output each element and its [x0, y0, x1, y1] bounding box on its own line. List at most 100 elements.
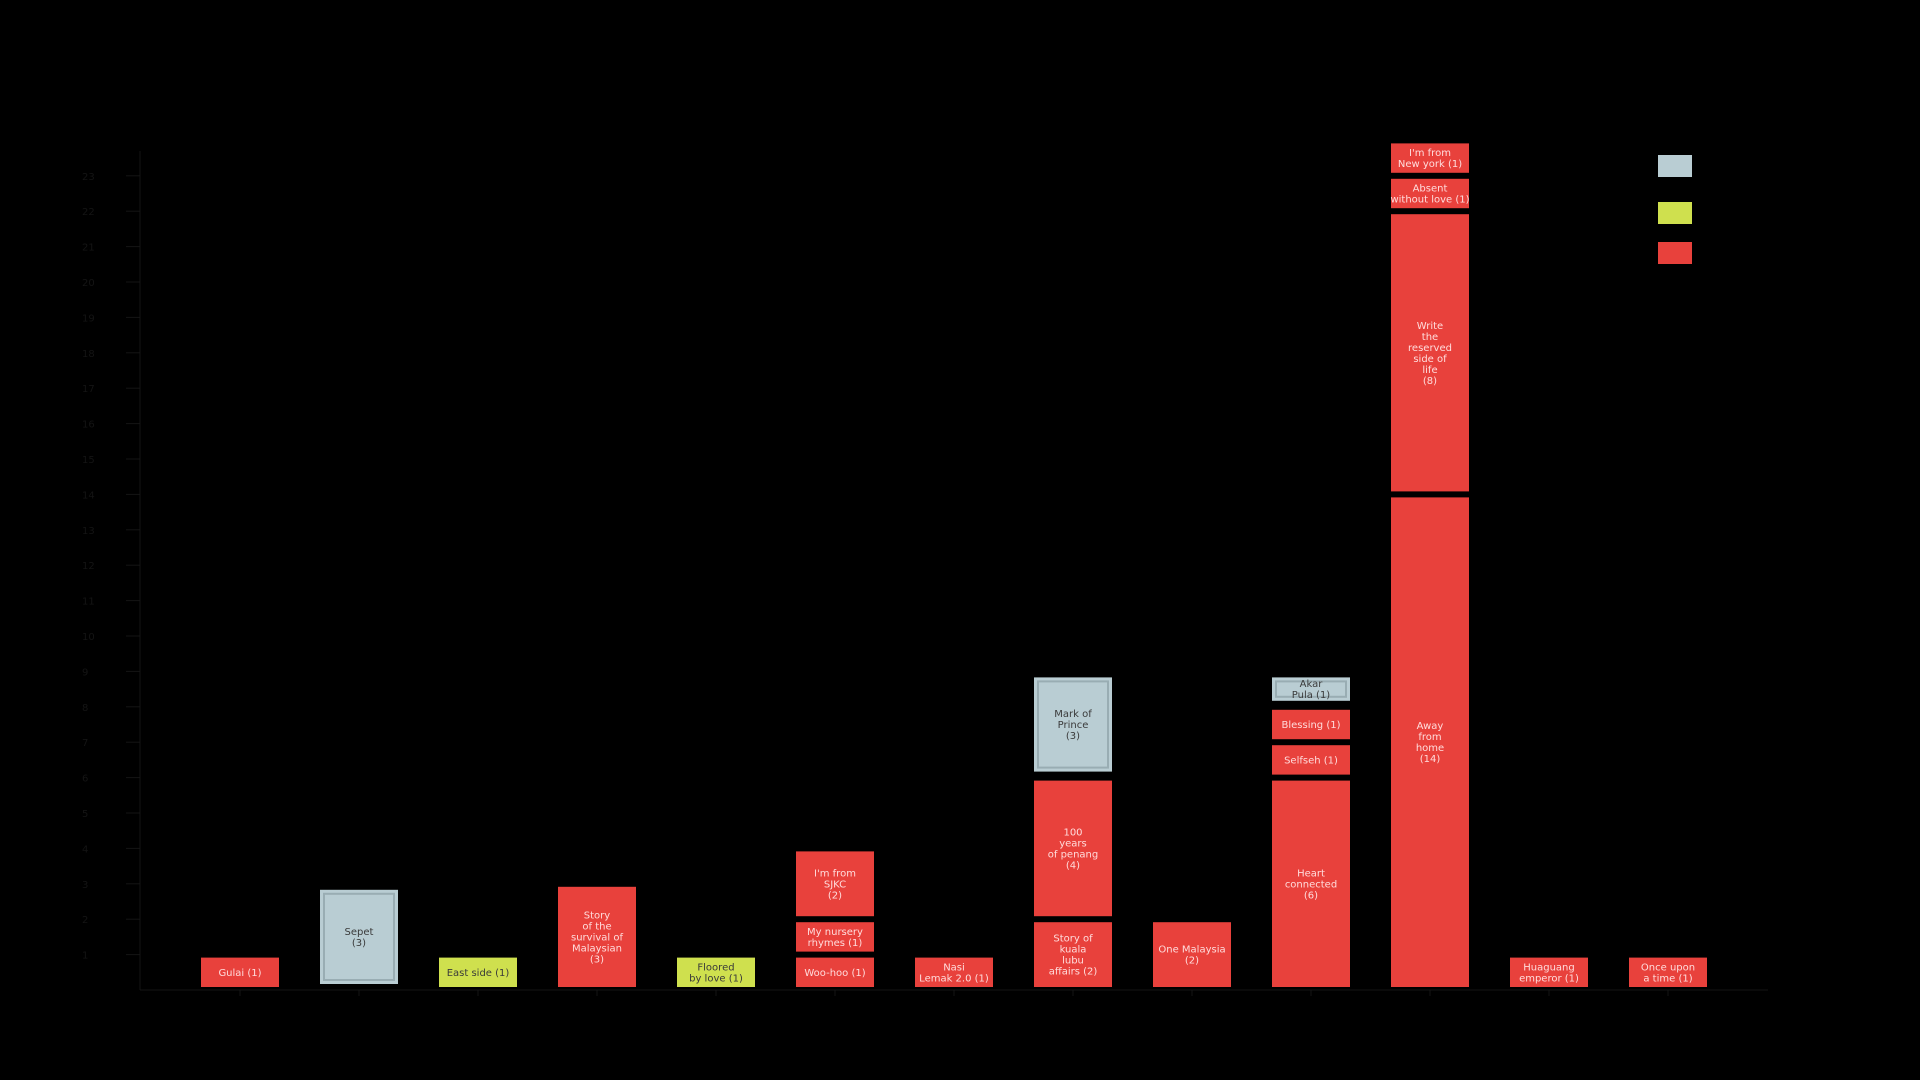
- y-tick-label: 23: [82, 172, 95, 183]
- legend-item-red: [1658, 242, 1692, 264]
- bar-frame: [1275, 680, 1347, 698]
- y-tick-label: 1: [82, 951, 88, 962]
- bar-frame: [323, 892, 395, 981]
- bar-segment: One Malaysia (2): [1153, 922, 1231, 987]
- y-tick-label: 22: [82, 207, 95, 218]
- y-tick-label: 7: [82, 738, 88, 749]
- bar-label: Sepet (3): [345, 927, 374, 949]
- y-tick-label: 4: [82, 844, 88, 855]
- y-tick-label: 21: [82, 243, 95, 254]
- bar-label: Mark of Prince (3): [1054, 709, 1092, 742]
- bar-label: Gulai (1): [218, 968, 261, 979]
- bar-label: One Malaysia (2): [1158, 945, 1225, 967]
- bar-label: Akar Pula (1): [1292, 679, 1331, 701]
- bar-segment: Absent without love (1): [1390, 178, 1470, 209]
- bar-label: Selfseh (1): [1284, 755, 1338, 766]
- bar-segment: Gulai (1): [201, 957, 279, 987]
- y-tick-label: 12: [82, 561, 95, 572]
- y-tick-label: 19: [82, 313, 95, 324]
- bar-segment: Once upon a time (1): [1629, 957, 1707, 987]
- bar-segment: East side (1): [439, 957, 517, 987]
- bar-rect: [1391, 178, 1469, 209]
- y-tick-label: 8: [82, 703, 88, 714]
- bar-segment: Sepet (3): [320, 889, 398, 984]
- bar-segment: Floored by love (1): [677, 957, 755, 987]
- bar-rect: [1034, 922, 1112, 987]
- bar-segment: Huaguang emperor (1): [1510, 957, 1588, 987]
- bar-rect: [1629, 957, 1707, 987]
- bar-segment: Mark of Prince (3): [1034, 677, 1112, 772]
- y-tick-label: 2: [82, 915, 88, 926]
- bar-segment: Story of kuala lubu affairs (2): [1034, 922, 1112, 987]
- bar-rect: [1272, 709, 1350, 740]
- y-tick-label: 9: [82, 667, 88, 678]
- bar-label: My nursery rhymes (1): [807, 927, 863, 949]
- y-tick-label: 18: [82, 349, 95, 360]
- bar-segment: Story of the survival of Malaysian (3): [558, 886, 636, 987]
- bar-label: I'm from SJKC (2): [814, 868, 856, 901]
- y-tick-label: 6: [82, 774, 88, 785]
- bar-label: Heart connected (6): [1285, 868, 1337, 901]
- bar-label: Away from home (14): [1416, 721, 1444, 765]
- legend-item-grey: [1658, 155, 1692, 177]
- bar-rect: [796, 851, 874, 917]
- bar-label: Woo-hoo (1): [804, 968, 865, 979]
- bar-rect: [201, 957, 279, 987]
- y-tick-label: 17: [82, 384, 95, 395]
- bar-label: Story of the survival of Malaysian (3): [571, 910, 623, 965]
- bar-segment: I'm from New york (1): [1391, 143, 1469, 173]
- y-tick-label: 5: [82, 809, 88, 820]
- bar-segment: My nursery rhymes (1): [796, 922, 874, 952]
- bar-rect: [1153, 922, 1231, 987]
- bar-label: Floored by love (1): [689, 962, 743, 984]
- bar-label: Once upon a time (1): [1641, 962, 1695, 984]
- y-tick-label: 11: [82, 597, 95, 608]
- bar-label: Blessing (1): [1281, 720, 1340, 731]
- bar-segment: I'm from SJKC (2): [796, 851, 874, 917]
- y-tick-label: 15: [82, 455, 95, 466]
- bar-label: Nasi Lemak 2.0 (1): [919, 962, 989, 984]
- bar-segment: Akar Pula (1): [1272, 677, 1350, 701]
- bar-segment: Selfseh (1): [1272, 745, 1350, 775]
- y-tick-label: 3: [82, 880, 88, 891]
- bar-label: Huaguang emperor (1): [1519, 962, 1579, 984]
- bar-label: 100 years of penang (4): [1048, 827, 1098, 871]
- bar-segment: Heart connected (6): [1272, 780, 1350, 987]
- bar-rect: [558, 886, 636, 987]
- bar-rect: [1391, 214, 1469, 492]
- bar-segment: Write the reserved side of life (8): [1391, 214, 1469, 492]
- bar-rect: [915, 957, 993, 987]
- legend-swatch: [1658, 202, 1692, 224]
- bar-label: Write the reserved side of life (8): [1408, 321, 1452, 387]
- bar-rect: [320, 889, 398, 984]
- bar-segment: Away from home (14): [1391, 497, 1469, 987]
- bar-segment: 100 years of penang (4): [1034, 780, 1112, 917]
- bar-rect: [1391, 143, 1469, 173]
- legend-swatch: [1658, 242, 1692, 264]
- bar-label: East side (1): [447, 968, 510, 979]
- legend: [1658, 155, 1692, 264]
- bar-rect: [1272, 745, 1350, 775]
- y-tick-label: 20: [82, 278, 95, 289]
- bar-segment: Nasi Lemak 2.0 (1): [915, 957, 993, 987]
- bar-segment: Blessing (1): [1272, 709, 1350, 740]
- bar-rect: [1034, 780, 1112, 917]
- bar-rect: [1391, 497, 1469, 987]
- bar-label: Story of kuala lubu affairs (2): [1049, 934, 1098, 978]
- legend-swatch: [1658, 155, 1692, 177]
- bar-segment: Woo-hoo (1): [796, 957, 874, 987]
- bar-rect: [439, 957, 517, 987]
- bar-rect: [677, 957, 755, 987]
- bar-rect: [1272, 780, 1350, 987]
- bar-rect: [796, 957, 874, 987]
- bar-rect: [1034, 677, 1112, 772]
- bar-label: I'm from New york (1): [1398, 148, 1462, 170]
- bar-rect: [1272, 677, 1350, 701]
- legend-item-yellow: [1658, 202, 1692, 224]
- bar-frame: [1037, 680, 1109, 769]
- y-tick-label: 13: [82, 526, 95, 537]
- y-tick-label: 16: [82, 420, 95, 431]
- x-axis: [140, 989, 1768, 996]
